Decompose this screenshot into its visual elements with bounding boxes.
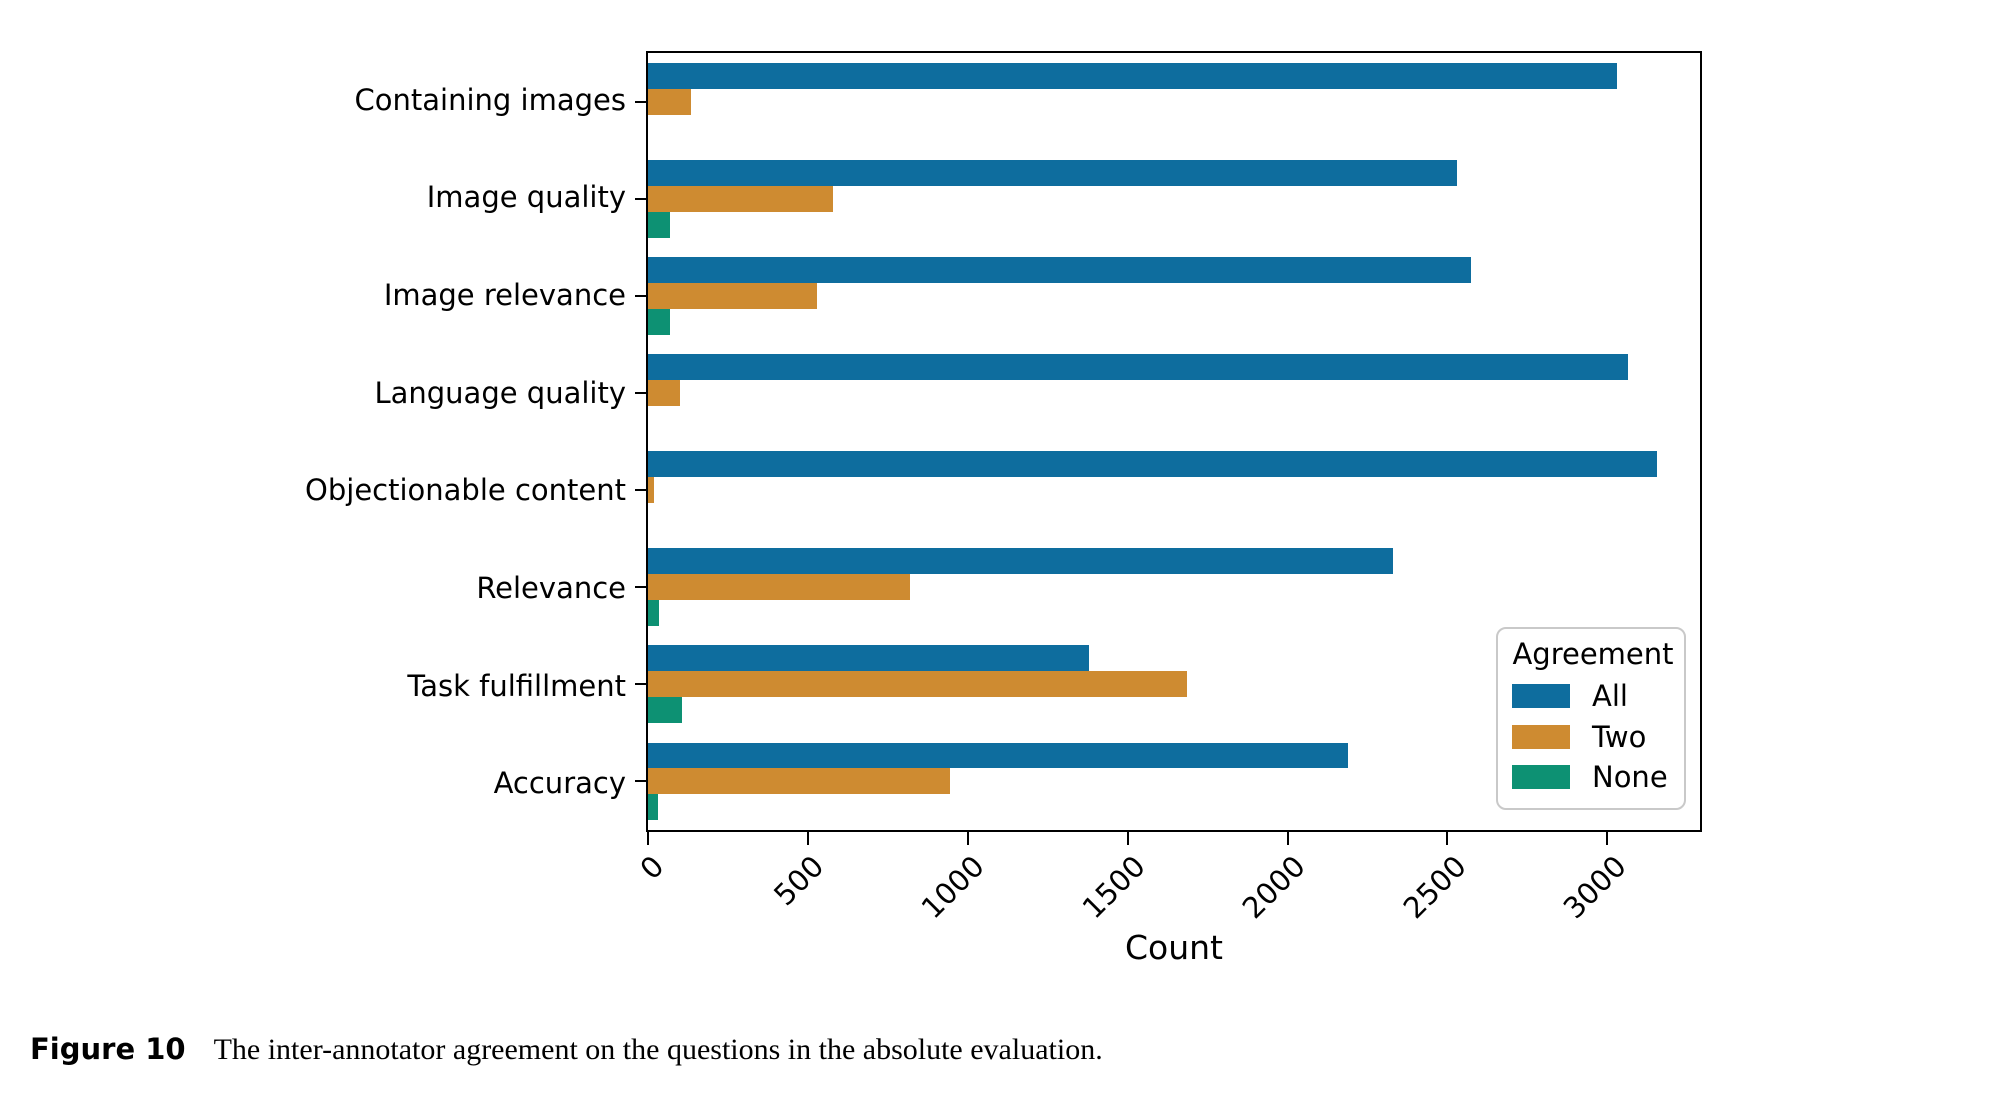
bar-two-task-fulfillment [648,671,1187,698]
legend-patch-none-icon [1512,765,1570,789]
y-tick-image-relevance [635,294,646,297]
bar-all-relevance [648,548,1394,575]
bar-all-image-quality [648,159,1457,186]
legend-title: Agreement [1512,637,1674,671]
bar-two-language-quality [648,379,680,406]
legend-label-two: Two [1592,719,1647,754]
x-tick-3000 [1606,832,1609,845]
y-tick-objectionable-content [635,489,646,492]
y-tick-containing-images [635,100,646,103]
bar-two-accuracy [648,768,951,795]
x-tick-1500 [1126,832,1129,845]
y-tick-label-accuracy: Accuracy [493,766,626,801]
x-tick-500 [806,832,809,845]
y-tick-language-quality [635,391,646,394]
bar-all-task-fulfillment [648,645,1090,672]
y-axis-labels: Containing images Image quality Image rele… [0,51,626,832]
legend-patch-two-icon [1512,724,1570,749]
legend-item-none: None [1512,760,1674,794]
x-tick-label-1500: 1500 [1075,849,1152,926]
bar-all-accuracy [648,742,1349,769]
y-tick-label-language-quality: Language quality [374,375,626,410]
y-tick-label-relevance: Relevance [476,570,626,605]
plot-area: Agreement All Two None [635,51,1702,845]
bar-two-image-quality [648,185,834,212]
bar-all-containing-images [648,62,1617,89]
bar-all-image-relevance [648,256,1472,283]
y-tick-label-task-fulfillment: Task fulfillment [407,668,626,703]
legend: Agreement All Two None [1496,627,1686,810]
x-tick-1000 [966,832,969,845]
bar-two-relevance [648,574,911,601]
y-tick-label-containing-images: Containing images [354,82,626,117]
figure-caption: Figure 10 The inter-annotator agreement o… [30,1032,1930,1067]
legend-item-all: All [1512,679,1674,713]
bar-two-containing-images [648,88,692,115]
x-tick-label-3000: 3000 [1556,849,1633,926]
x-tick-0 [647,832,649,845]
caption-label: Figure 10 [30,1032,186,1066]
x-tick-label-500: 500 [767,849,831,913]
legend-label-none: None [1592,760,1668,794]
x-tick-2000 [1286,832,1289,845]
legend-patch-all-icon [1512,684,1570,708]
x-tick-label-0: 0 [632,849,671,887]
x-tick-2500 [1446,832,1449,845]
bar-two-image-relevance [648,282,818,309]
bar-none-image-quality [648,211,671,238]
legend-items: All Two None [1512,679,1674,794]
bar-none-image-relevance [648,308,671,335]
x-tick-label-2500: 2500 [1396,849,1473,926]
y-tick-relevance [635,586,646,589]
x-tick-label-1000: 1000 [914,849,992,926]
x-axis-title: Count [1124,928,1223,967]
bar-none-task-fulfillment [648,697,682,724]
legend-item-two: Two [1512,720,1674,754]
bar-all-language-quality [648,354,1629,380]
legend-label-all: All [1592,679,1628,713]
y-tick-image-quality [635,197,646,200]
bar-two-objectionable-content [648,477,655,503]
x-tick-label-2000: 2000 [1235,849,1312,926]
y-tick-accuracy [635,780,646,783]
bar-none-accuracy [648,794,658,821]
y-tick-label-objectionable-content: Objectionable content [305,473,626,508]
bar-all-objectionable-content [648,451,1657,478]
y-tick-task-fulfillment [635,683,646,686]
y-tick-label-image-relevance: Image relevance [383,278,626,313]
caption-text: The inter-annotator agreement on the que… [213,1033,1103,1066]
bar-none-relevance [648,600,660,627]
y-tick-label-image-quality: Image quality [426,180,626,215]
